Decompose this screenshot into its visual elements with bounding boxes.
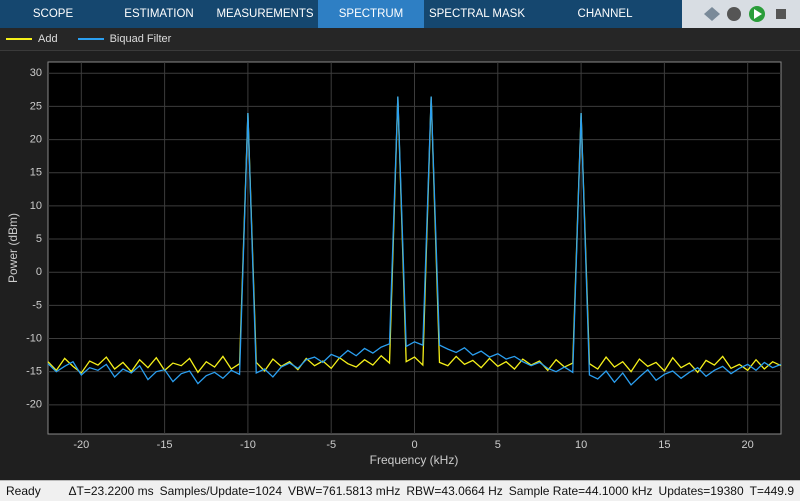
legend-label: Biquad Filter [109,33,172,45]
x-tick-label: 15 [658,439,670,451]
x-axis-label: Frequency (kHz) [370,453,459,467]
y-tick-label: -10 [26,332,42,344]
y-tick-label: 25 [30,100,42,112]
y-tick-label: -5 [32,299,42,311]
x-tick-label: 5 [495,439,501,451]
legend-entry[interactable]: Biquad Filter [77,33,172,45]
x-tick-label: 10 [575,439,587,451]
y-axis-label: Power (dBm) [6,213,20,283]
x-tick-label: 0 [411,439,417,451]
status-item: Samples/Update=1024 [159,484,282,498]
tab[interactable]: MEASUREMENTS [216,8,314,20]
stop-icon[interactable] [776,9,786,19]
legend-entry[interactable]: Add [6,33,58,45]
status-item: ΔT=23.2200 ms [68,484,154,498]
legend-swatch [6,38,32,40]
x-tick-label: -20 [73,439,89,451]
series-line [47,96,782,374]
y-tick-label: 0 [36,266,42,278]
run-controls [682,0,800,28]
legend: Add Biquad Filter [0,28,800,51]
status-item: VBW=761.5813 mHz [288,484,401,498]
tab[interactable]: SPECTRUM [318,0,424,28]
x-tick-label: 20 [742,439,754,451]
status-item: T=449.9 [749,484,794,498]
status-item: Sample Rate=44.1000 kHz [508,484,653,498]
status-item: Updates=19380 [658,484,744,498]
series-line [47,96,782,386]
status-bar: Ready ΔT=23.2200 ms Samples/Update=1024 … [0,480,800,501]
y-tick-label: 10 [30,200,42,212]
toolbar: SCOPE ESTIMATION MEASUREMENTS SPECTRUM S… [0,0,800,48]
icons [704,6,786,22]
y-tick-label: 5 [36,233,42,245]
y-tick-label: -20 [26,399,42,411]
step-icon[interactable] [727,7,741,21]
y-tick-label: 20 [30,133,42,145]
tab[interactable]: CHANNEL MEASUREMENTS [556,8,653,48]
tab[interactable]: SPECTRAL MASK [428,8,526,20]
status-item: RBW=43.0664 Hz [406,484,503,498]
x-tick-label: -10 [240,439,256,451]
legend-swatch [77,38,104,40]
y-tick-label: -15 [26,366,42,378]
run-glyph [754,9,762,19]
y-tick-label: 30 [30,67,42,79]
tab[interactable]: SCOPE [32,8,74,20]
x-tick-label: -15 [157,439,173,451]
status-state: Ready [6,484,41,498]
nav-icon[interactable] [704,7,720,21]
chart: Frequency (kHz) Power (dBm) -20 -15 -10 -5 0… [6,61,782,467]
legend-label: Add [38,33,58,45]
x-tick-label: -5 [326,439,336,451]
tab[interactable]: ESTIMATION [124,8,194,20]
y-tick-label: 15 [30,167,42,179]
